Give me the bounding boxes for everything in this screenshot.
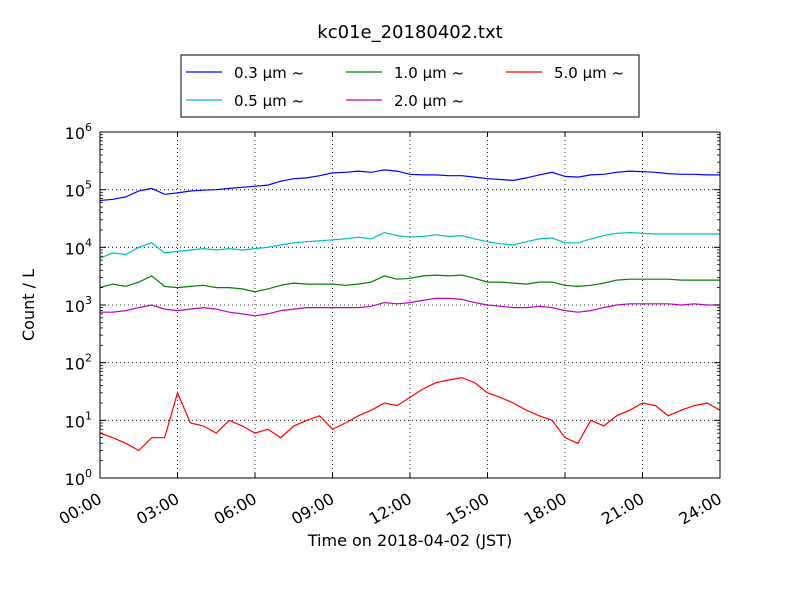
y-tick-labels: 100 101 102 103 104 105 106 bbox=[65, 121, 92, 489]
x-tick-label: 03:00 bbox=[133, 489, 182, 529]
x-axis-label: Time on 2018-04-02 (JST) bbox=[307, 531, 512, 550]
x-tick-label: 21:00 bbox=[598, 489, 647, 529]
x-tick-label: 24:00 bbox=[676, 489, 725, 529]
legend-entry: 0.5 μm ~ bbox=[186, 92, 304, 110]
y-tick-label: 103 bbox=[65, 294, 92, 316]
x-tick-label: 09:00 bbox=[288, 489, 337, 529]
y-axis-label: Count / L bbox=[19, 269, 38, 341]
series-line-0 bbox=[99, 169, 720, 202]
legend-label: 2.0 μm ~ bbox=[394, 92, 464, 110]
y-tick-label: 106 bbox=[65, 121, 92, 143]
chart-title: kc01e_20180402.txt bbox=[317, 22, 502, 43]
legend-entry: 0.3 μm ~ bbox=[186, 64, 304, 82]
x-tick-label: 12:00 bbox=[366, 489, 415, 529]
axis-ticks bbox=[99, 131, 721, 479]
y-tick-label: 102 bbox=[65, 352, 92, 374]
legend-label: 0.3 μm ~ bbox=[234, 64, 304, 82]
legend-label: 1.0 μm ~ bbox=[394, 64, 464, 82]
grid bbox=[100, 132, 720, 478]
series-line-4 bbox=[99, 376, 721, 452]
legend-entry: 1.0 μm ~ bbox=[346, 64, 464, 82]
series-line-3 bbox=[100, 297, 720, 317]
x-tick-label: 06:00 bbox=[211, 489, 260, 529]
legend-box bbox=[180, 54, 640, 118]
x-tick-label: 18:00 bbox=[521, 489, 570, 529]
y-tick-label: 101 bbox=[65, 409, 92, 431]
x-tick-labels: 00:00 03:00 06:00 09:00 12:00 15:00 18:00 21:00… bbox=[56, 489, 725, 529]
series-line-1 bbox=[99, 231, 720, 259]
legend-entry: 5.0 μm ~ bbox=[506, 64, 624, 82]
plot-area bbox=[99, 131, 721, 479]
y-tick-label: 104 bbox=[65, 236, 92, 258]
legend: 0.3 μm ~ 0.5 μm ~ 1.0 μm ~ 2.0 μm ~ 5.0 μm ~ bbox=[180, 54, 640, 118]
legend-label: 5.0 μm ~ bbox=[554, 64, 624, 82]
y-tick-label: 105 bbox=[65, 179, 92, 201]
x-tick-label: 15:00 bbox=[443, 489, 492, 529]
y-tick-label: 100 bbox=[65, 467, 92, 489]
series-lines bbox=[99, 169, 721, 452]
legend-entry: 2.0 μm ~ bbox=[346, 92, 464, 110]
series-line-2 bbox=[99, 274, 720, 293]
legend-label: 0.5 μm ~ bbox=[234, 92, 304, 110]
x-tick-label: 00:00 bbox=[56, 489, 105, 529]
